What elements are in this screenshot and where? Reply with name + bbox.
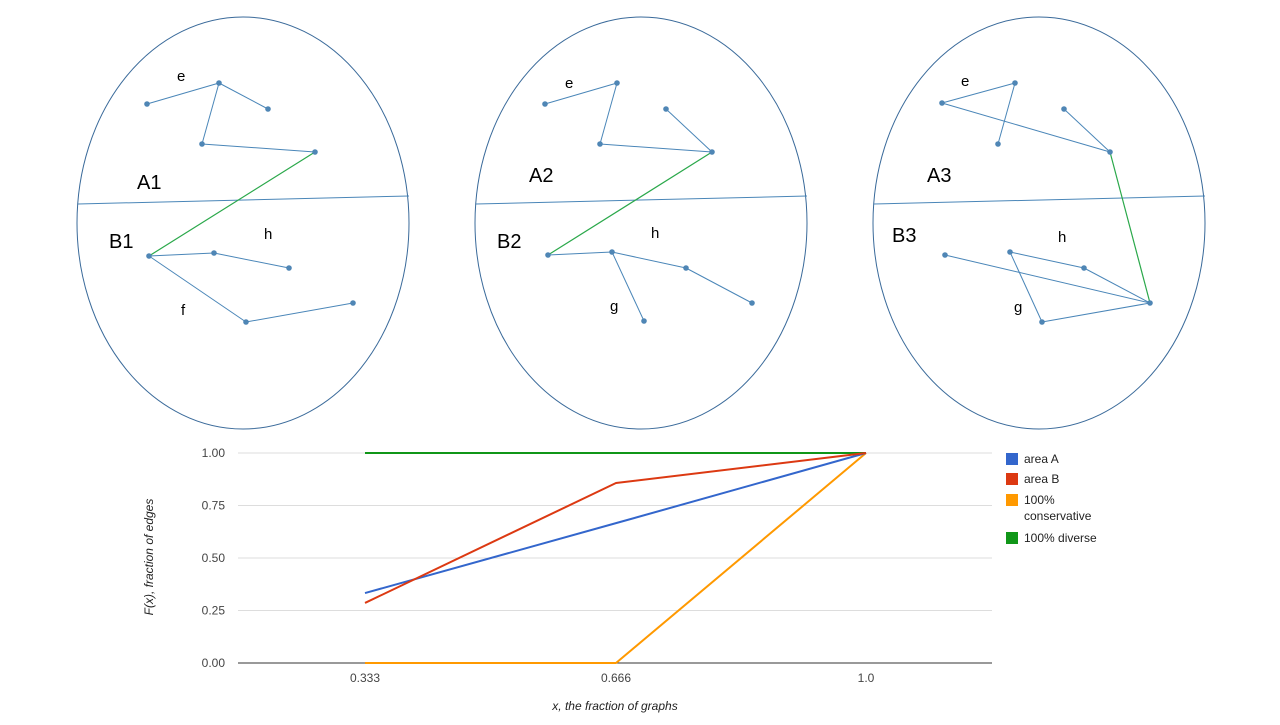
edge-label-g: g bbox=[610, 298, 618, 315]
nodes bbox=[542, 80, 755, 324]
legend-swatch bbox=[1006, 473, 1018, 485]
edge-label-e: e bbox=[565, 75, 573, 92]
edges bbox=[941, 82, 1151, 323]
area-a-label: A3 bbox=[927, 165, 951, 187]
cross-area-edge bbox=[547, 151, 713, 256]
edge-label-h: h bbox=[264, 226, 272, 243]
series-line-area-b bbox=[364, 452, 867, 604]
legend-swatch bbox=[1006, 532, 1018, 544]
edge-label-e: e bbox=[961, 73, 969, 90]
series-lines bbox=[364, 452, 867, 664]
series-line-area-a bbox=[364, 452, 867, 595]
legend-label: area B bbox=[1024, 472, 1059, 486]
y-tick-labels: 0.00 0.25 0.50 0.75 1.00 bbox=[202, 446, 226, 670]
line-chart: 0.00 0.25 0.50 0.75 1.00 0.333 0.666 1.0 x, th… bbox=[142, 446, 1097, 713]
edge-label-h: h bbox=[651, 225, 659, 242]
y-tick-label: 1.00 bbox=[202, 446, 226, 460]
y-tick-label: 0.50 bbox=[202, 551, 226, 565]
edges bbox=[146, 82, 354, 323]
y-tick-label: 0.25 bbox=[202, 604, 226, 618]
edge-label-e: e bbox=[177, 68, 185, 85]
panel-outline bbox=[872, 16, 1206, 430]
area-divider bbox=[873, 195, 1206, 205]
x-tick-label: 0.666 bbox=[601, 671, 631, 685]
area-divider bbox=[475, 195, 808, 205]
legend-label: area A bbox=[1024, 452, 1059, 466]
panel-outline bbox=[76, 16, 410, 430]
x-tick-labels: 0.333 0.666 1.0 bbox=[350, 671, 875, 685]
panel-outline bbox=[474, 16, 808, 430]
series-line-100-conservative bbox=[365, 452, 867, 664]
graph-panel-3: A3 B3 e h g bbox=[872, 16, 1206, 430]
legend-label: 100% conservative bbox=[1024, 493, 1092, 523]
area-b-label: B2 bbox=[497, 231, 521, 253]
y-axis-title: F(x), fraction of edges bbox=[142, 499, 156, 616]
legend: area A area B 100% conservative 100% diverse bbox=[1006, 452, 1097, 545]
edge-label-f: f bbox=[181, 302, 186, 319]
cross-area-edge bbox=[1109, 151, 1151, 304]
graph-panel-2: A2 B2 e h g bbox=[474, 16, 808, 430]
area-divider bbox=[77, 195, 410, 205]
area-b-label: B1 bbox=[109, 231, 133, 253]
legend-swatch bbox=[1006, 453, 1018, 465]
y-tick-label: 0.00 bbox=[202, 656, 226, 670]
legend-label: 100% diverse bbox=[1024, 531, 1097, 545]
legend-swatch bbox=[1006, 494, 1018, 506]
cross-area-edge bbox=[148, 151, 316, 257]
x-tick-label: 0.333 bbox=[350, 671, 380, 685]
edges bbox=[544, 82, 753, 322]
x-tick-label: 1.0 bbox=[858, 671, 875, 685]
nodes bbox=[939, 80, 1153, 325]
area-b-label: B3 bbox=[892, 225, 916, 247]
nodes bbox=[144, 80, 356, 325]
area-a-label: A1 bbox=[137, 172, 161, 194]
graph-panel-1: A1 B1 e h f bbox=[76, 16, 410, 430]
y-tick-label: 0.75 bbox=[202, 499, 226, 513]
area-a-label: A2 bbox=[529, 165, 553, 187]
edge-label-g: g bbox=[1014, 299, 1022, 316]
x-axis-title: x, the fraction of graphs bbox=[551, 699, 677, 713]
edge-label-h: h bbox=[1058, 229, 1066, 246]
